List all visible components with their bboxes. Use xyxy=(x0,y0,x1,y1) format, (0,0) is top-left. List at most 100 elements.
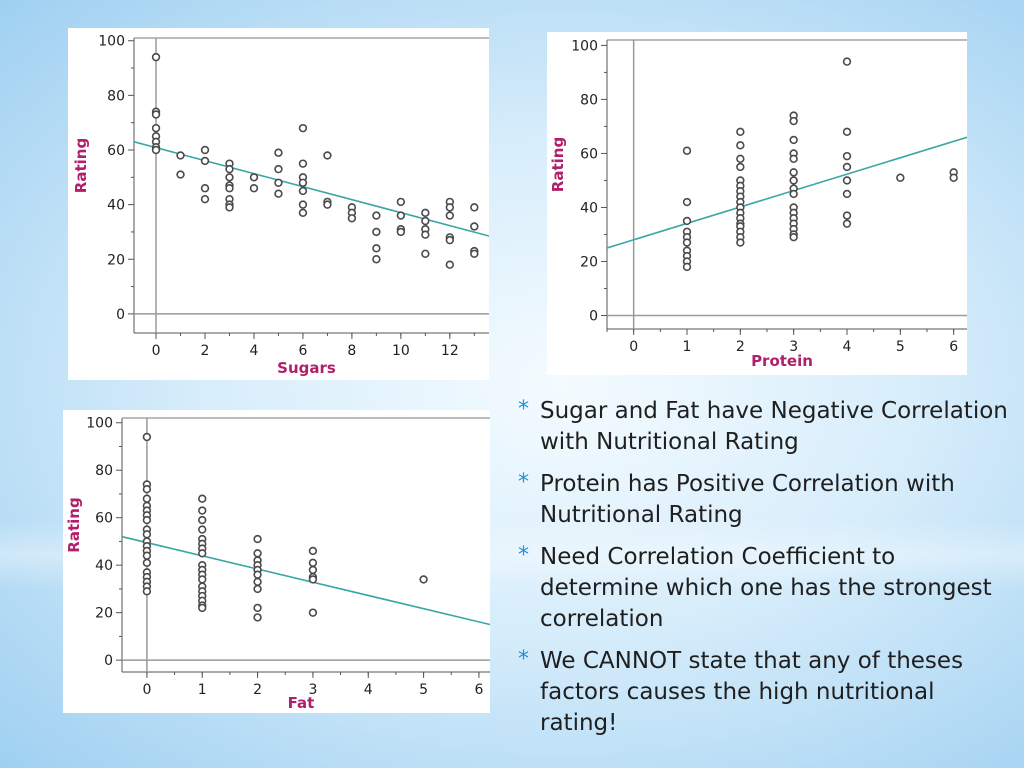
chart-sugars-data-point xyxy=(298,186,308,196)
chart-protein-x-tick-label: 0 xyxy=(629,339,638,355)
chart-fat-data-point xyxy=(253,613,262,622)
chart-protein-data-point xyxy=(789,232,798,242)
chart-protein-data-point xyxy=(789,135,798,145)
chart-protein-data-point xyxy=(842,162,852,172)
chart-sugars-data-point xyxy=(372,227,381,237)
chart-fat-data-point xyxy=(198,575,207,584)
chart-protein-data-point xyxy=(842,127,852,137)
chart-protein-plot-area xyxy=(607,57,967,272)
chart-sugars-data-point xyxy=(225,184,234,193)
chart-protein-data-point xyxy=(842,189,852,199)
chart-protein-data-point xyxy=(736,162,745,172)
chart-sugars-data-point xyxy=(298,200,308,209)
chart-protein-y-tick-label: 80 xyxy=(580,92,598,108)
chart-fat-y-tick-label: 60 xyxy=(95,511,113,527)
chart-sugars-data-point xyxy=(200,194,210,204)
chart-protein-y-tick-label: 0 xyxy=(589,308,598,324)
chart-fat-x-tick-label: 0 xyxy=(142,682,151,698)
chart-sugars-x-tick-label: 0 xyxy=(152,343,161,359)
chart-fat-data-point xyxy=(253,577,262,586)
chart-fat-data-point xyxy=(198,549,207,558)
chart-protein-data-point xyxy=(736,154,745,164)
chart-sugars-data-point xyxy=(249,173,259,182)
chart-protein-data-point xyxy=(736,141,745,150)
chart-fat-y-tick-label: 80 xyxy=(95,463,113,479)
chart-sugars-data-point xyxy=(372,211,381,220)
bullet-item: * Sugar and Fat have Negative Correlation… xyxy=(518,396,1018,458)
chart-sugars-plot-area xyxy=(134,52,489,269)
chart-sugars-x-tick-label: 8 xyxy=(347,343,356,359)
chart-protein-x-tick-label: 2 xyxy=(736,339,745,355)
chart-protein-y-tick-label: 60 xyxy=(580,146,598,162)
scatter-chart-sugars: 0 20 40 60 80 100 0 2 4 6 8 10 12 Sugars Rating xyxy=(68,28,489,380)
chart-sugars-x-tick-label: 2 xyxy=(201,343,210,359)
chart-fat-trendline xyxy=(122,535,490,626)
chart-sugars-data-point xyxy=(421,208,430,218)
chart-sugars-data-point xyxy=(323,151,332,160)
chart-fat-x-tick-label: 3 xyxy=(308,682,317,698)
bullet-star-icon: * xyxy=(518,470,529,495)
chart-fat-data-point xyxy=(142,587,152,596)
chart-sugars-data-point xyxy=(151,52,161,62)
chart-sugars-data-point xyxy=(445,211,455,220)
chart-sugars-data-point xyxy=(200,156,210,166)
chart-sugars-data-point xyxy=(151,145,161,155)
chart-fat-data-point xyxy=(198,506,207,515)
chart-sugars-y-tick-label: 0 xyxy=(116,307,125,323)
chart-fat-data-point xyxy=(308,575,318,584)
chart-fat-data-point xyxy=(142,494,152,503)
chart-protein-data-point xyxy=(842,176,852,185)
chart-sugars-data-point xyxy=(225,164,234,174)
chart-fat-y-axis-title: Rating xyxy=(65,497,83,552)
bullet-text: Sugar and Fat have Negative Correlation … xyxy=(540,398,1008,455)
chart-protein-data-point xyxy=(682,238,692,247)
chart-sugars-x-tick-label: 10 xyxy=(392,343,410,359)
chart-sugars-data-point xyxy=(176,151,185,160)
chart-fat-data-point xyxy=(253,570,262,579)
chart-protein-data-point xyxy=(789,116,798,126)
chart-sugars-y-tick-label: 20 xyxy=(107,252,125,268)
chart-fat-data-point xyxy=(253,603,262,613)
chart-fat-y-tick-label: 0 xyxy=(104,653,113,669)
chart-sugars-x-tick-label: 6 xyxy=(298,343,307,359)
chart-protein-data-point xyxy=(682,216,692,226)
chart-fat-data-point xyxy=(308,565,318,575)
chart-fat-x-tick-label: 6 xyxy=(474,682,483,698)
chart-sugars-data-point xyxy=(151,110,161,119)
chart-sugars-data-point xyxy=(298,178,308,187)
chart-sugars-y-tick-label: 100 xyxy=(98,34,125,50)
chart-protein-data-point xyxy=(789,154,798,164)
chart-sugars-x-tick-label: 4 xyxy=(250,343,259,359)
chart-sugars-x-axis-title: Sugars xyxy=(277,359,336,377)
bullet-item: * Protein has Positive Correlation with N… xyxy=(518,469,1018,531)
chart-sugars-data-point xyxy=(470,249,479,258)
chart-protein-x-tick-label: 5 xyxy=(896,339,905,355)
chart-fat-x-tick-label: 5 xyxy=(419,682,428,698)
chart-fat-data-point xyxy=(198,525,207,534)
chart-sugars-trendline xyxy=(134,141,489,237)
chart-protein-data-point xyxy=(682,262,692,272)
chart-protein-data-point xyxy=(842,219,852,228)
chart-svg-protein: 0 20 40 60 80 100 0 1 2 3 4 5 6 Protein Rating xyxy=(549,38,967,370)
chart-fat-data-point xyxy=(308,608,318,617)
chart-sugars-data-point xyxy=(200,184,210,193)
chart-fat-data-point xyxy=(198,494,207,503)
chart-sugars-data-point xyxy=(421,249,430,258)
chart-fat-data-point xyxy=(142,530,152,539)
chart-sugars-data-point xyxy=(372,255,381,264)
chart-protein-data-point xyxy=(736,127,745,137)
chart-sugars-data-point xyxy=(445,260,455,269)
bullet-text: Protein has Positive Correlation with Nu… xyxy=(540,471,955,528)
bullet-item: * We CANNOT state that any of theses fact… xyxy=(518,646,1018,739)
chart-sugars-data-point xyxy=(298,159,308,168)
chart-svg-sugars: 0 20 40 60 80 100 0 2 4 6 8 10 12 Sugars Rating xyxy=(72,34,489,377)
chart-protein-data-point xyxy=(682,146,692,155)
chart-fat-data-point xyxy=(198,603,207,613)
bullet-list: * Sugar and Fat have Negative Correlation… xyxy=(518,396,1018,750)
bullet-star-icon: * xyxy=(518,397,529,422)
chart-fat-x-axis-title: Fat xyxy=(288,694,315,712)
chart-fat-data-point xyxy=(253,584,262,594)
chart-sugars-data-point xyxy=(298,123,308,133)
chart-fat-y-tick-label: 20 xyxy=(95,606,113,622)
chart-fat-x-tick-label: 1 xyxy=(198,682,207,698)
